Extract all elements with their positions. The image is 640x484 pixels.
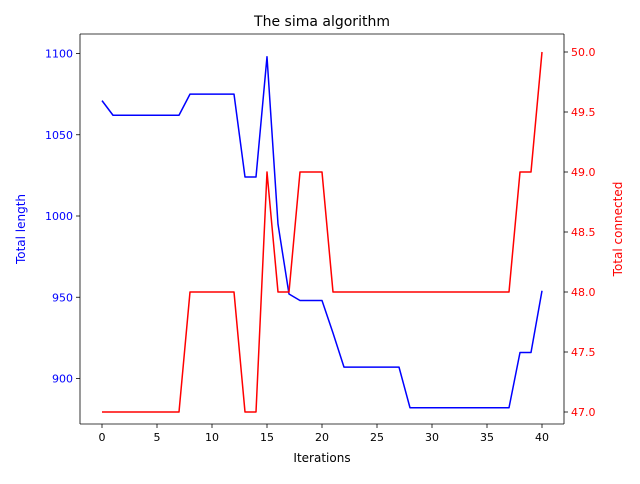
left-y-tick-label: 1100 bbox=[45, 48, 73, 61]
total-connected-line bbox=[102, 51, 543, 413]
right-y-tick-label: 47.5 bbox=[571, 346, 596, 359]
left-y-tick-label: 1050 bbox=[45, 129, 73, 142]
x-tick-label: 40 bbox=[535, 431, 549, 444]
left-y-tick-label: 900 bbox=[52, 373, 73, 386]
left-y-axis-label: Total length bbox=[14, 194, 28, 265]
chart-title: The sima algorithm bbox=[253, 14, 390, 30]
right-y-tick-label: 48.5 bbox=[571, 226, 596, 239]
x-tick-label: 20 bbox=[315, 431, 329, 444]
x-tick-label: 25 bbox=[370, 431, 384, 444]
x-tick-label: 15 bbox=[260, 431, 274, 444]
right-y-tick-label: 49.5 bbox=[571, 106, 596, 119]
x-tick-label: 35 bbox=[480, 431, 494, 444]
left-y-tick-label: 1000 bbox=[45, 210, 73, 223]
axes-layer: 0 5 10 15 20 25 30 35 40 900 950 1000 1050 1100 47.0 47… bbox=[45, 33, 596, 444]
x-tick-label: 5 bbox=[154, 431, 161, 444]
right-y-tick-label: 47.0 bbox=[571, 406, 596, 419]
right-y-axis-label: Total connected bbox=[611, 182, 625, 278]
x-axis-label: Iterations bbox=[293, 451, 350, 465]
x-tick-label: 10 bbox=[205, 431, 219, 444]
x-tick-label: 30 bbox=[425, 431, 439, 444]
total-length-line bbox=[101, 56, 543, 409]
left-y-tick-label: 950 bbox=[52, 291, 73, 304]
right-y-tick-label: 49.0 bbox=[571, 166, 596, 179]
right-y-tick-label: 48.0 bbox=[571, 286, 596, 299]
right-y-tick-label: 50.0 bbox=[571, 46, 596, 59]
plot-layer bbox=[101, 51, 543, 413]
x-tick-label: 0 bbox=[99, 431, 106, 444]
